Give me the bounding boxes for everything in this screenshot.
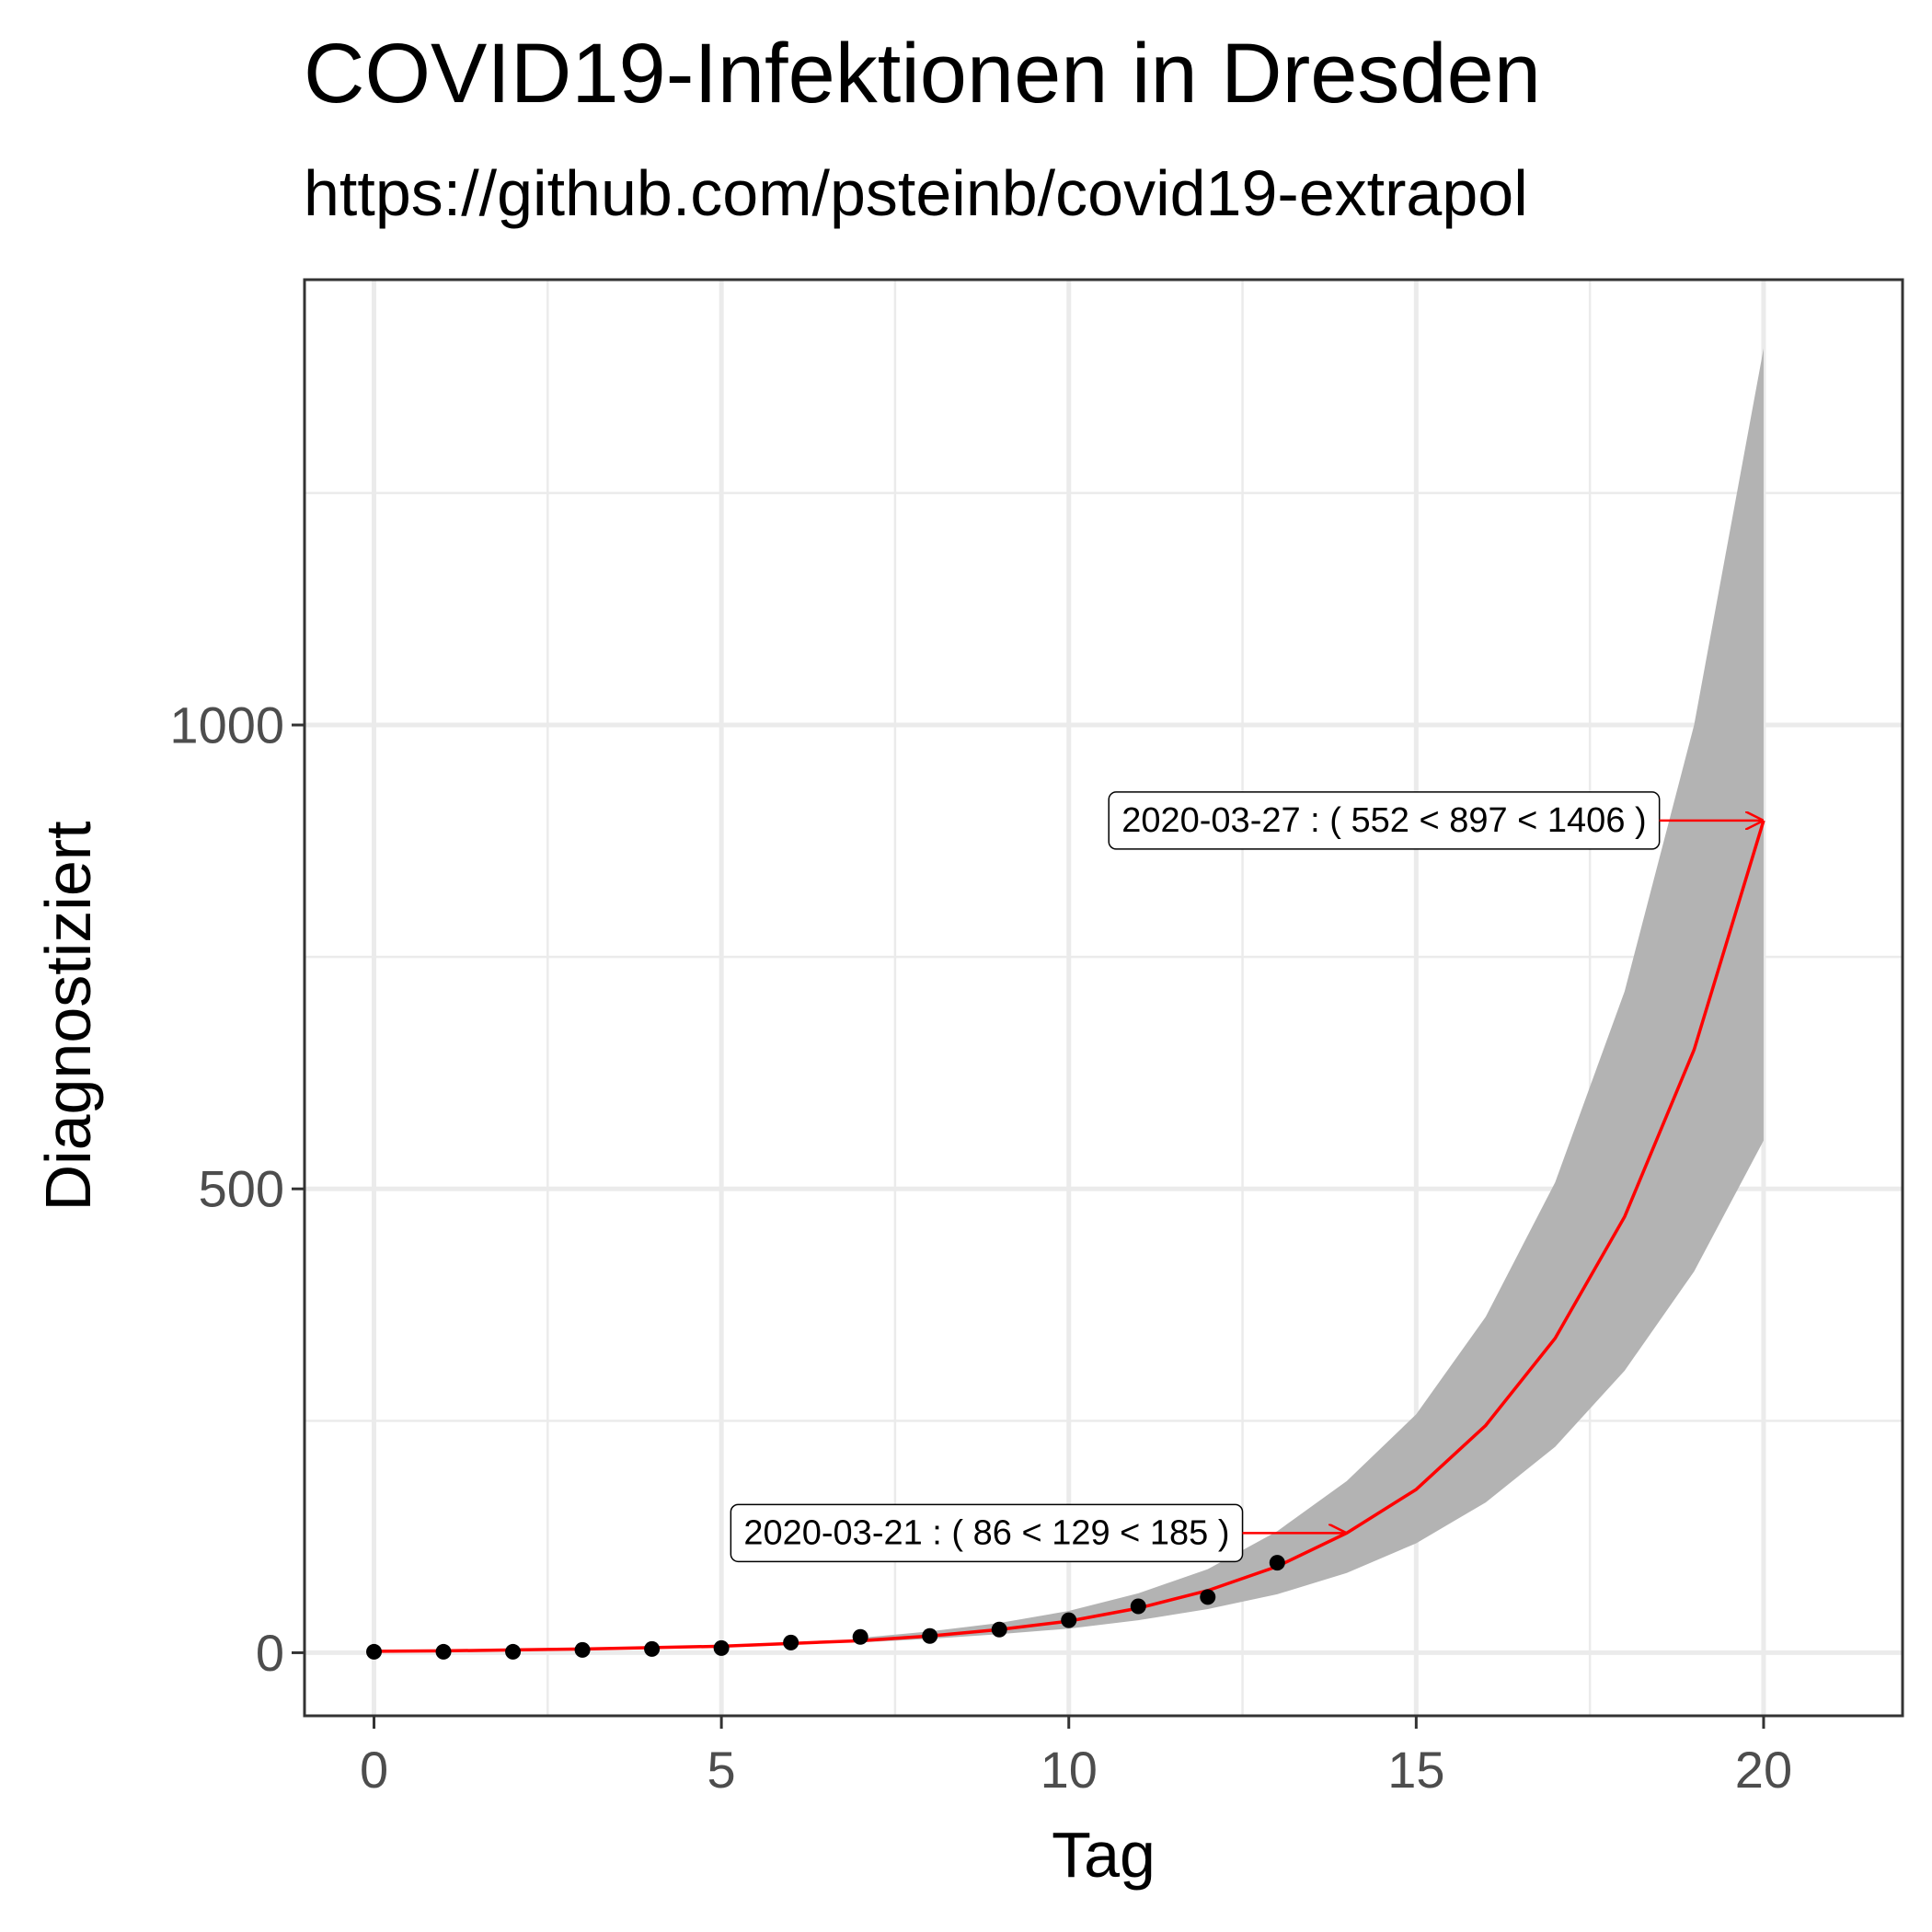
data-point xyxy=(644,1640,661,1657)
data-point xyxy=(852,1628,868,1645)
data-point xyxy=(574,1641,591,1658)
x-tick-label: 20 xyxy=(1735,1741,1792,1799)
x-axis: 0 5 10 15 20 xyxy=(360,1716,1792,1799)
observed-points-layer xyxy=(366,1555,1285,1660)
y-tick-label: 0 xyxy=(256,1624,284,1682)
annotation-label: 2020-03-21 : ( 86 < 129 < 185 ) xyxy=(743,1513,1229,1552)
panel-border xyxy=(303,278,1904,1718)
chart-title: COVID19-Infektionen in Dresden xyxy=(304,27,1541,121)
y-axis: 0 500 1000 xyxy=(169,696,305,1682)
chart-subtitle: https://github.com/psteinb/covid19-extra… xyxy=(304,157,1528,229)
data-point xyxy=(435,1643,452,1660)
data-point xyxy=(1130,1598,1146,1615)
data-point xyxy=(505,1643,522,1660)
data-point xyxy=(1269,1555,1285,1571)
confidence-band-layer xyxy=(860,348,1764,1643)
annotation-layer: 2020-03-21 : ( 86 < 129 < 185 ) 2020-03-2… xyxy=(730,791,1764,1563)
x-axis-title: Tag xyxy=(1052,1819,1156,1891)
data-point xyxy=(922,1627,938,1644)
data-point xyxy=(991,1621,1007,1638)
x-tick-label: 5 xyxy=(707,1741,736,1799)
data-point xyxy=(1200,1589,1216,1605)
confidence-band xyxy=(860,348,1764,1643)
data-point xyxy=(1061,1612,1077,1628)
x-tick-label: 0 xyxy=(360,1741,388,1799)
y-axis-title: Diagnostiziert xyxy=(32,821,104,1211)
data-point xyxy=(783,1634,799,1650)
data-point xyxy=(713,1639,730,1656)
annotation-2: 2020-03-27 : ( 552 < 897 < 1406 ) xyxy=(1108,791,1764,850)
x-tick-label: 10 xyxy=(1041,1741,1098,1799)
y-tick-label: 1000 xyxy=(169,696,284,754)
data-point xyxy=(366,1643,383,1660)
annotation-label: 2020-03-27 : ( 552 < 897 < 1406 ) xyxy=(1121,801,1646,840)
annotation-1: 2020-03-21 : ( 86 < 129 < 185 ) xyxy=(730,1503,1347,1563)
x-tick-label: 15 xyxy=(1387,1741,1444,1799)
y-tick-label: 500 xyxy=(199,1160,284,1218)
